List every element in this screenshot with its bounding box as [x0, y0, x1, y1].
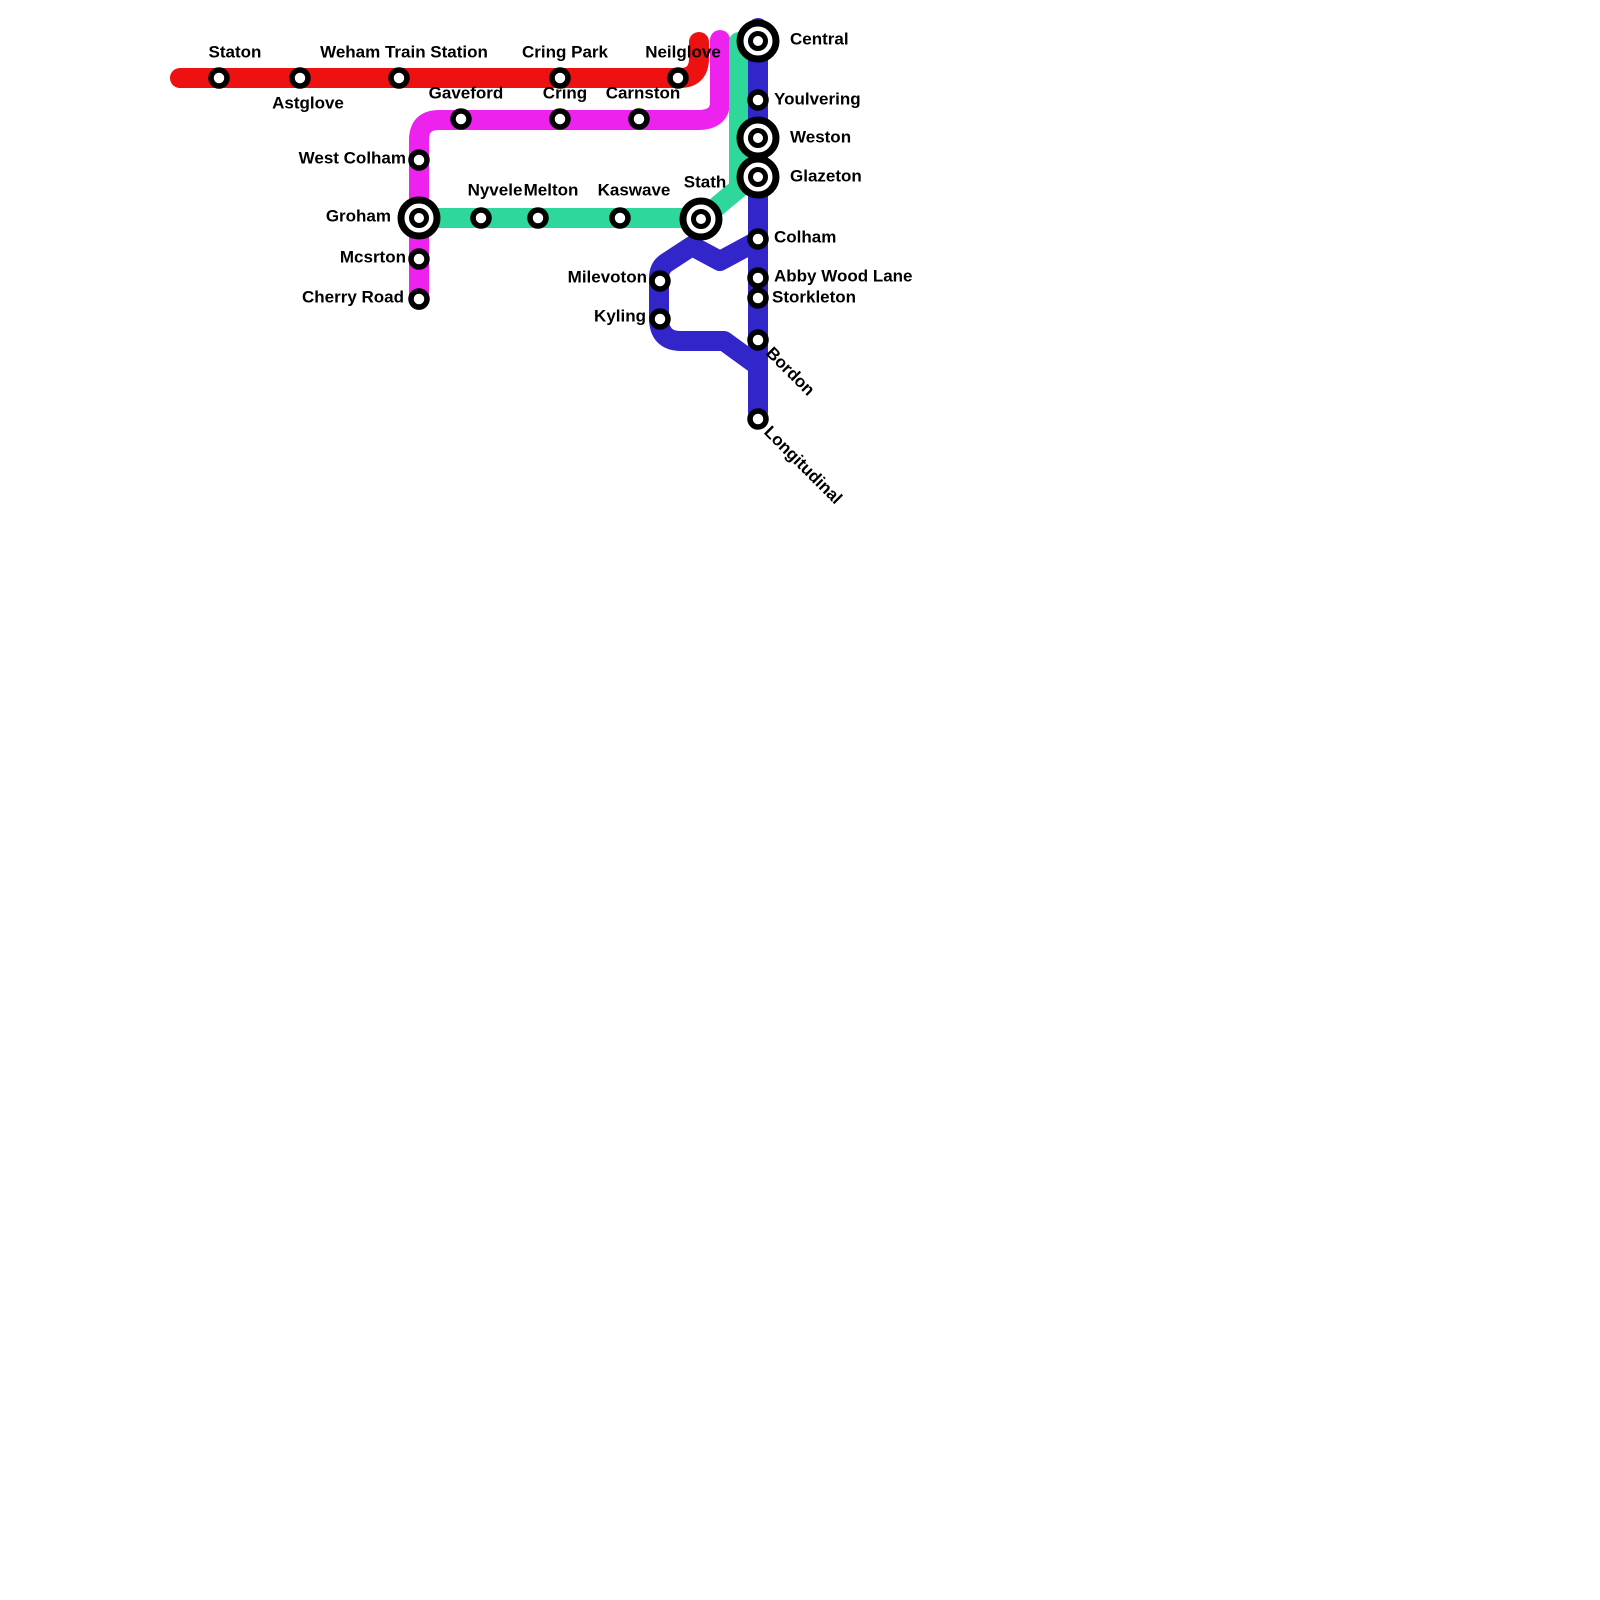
station-stath-interchange	[679, 197, 723, 241]
station-label-astglove: Astglove	[272, 94, 344, 113]
station-carnston	[628, 108, 650, 130]
station-label-cherry-road: Cherry Road	[302, 288, 404, 307]
interchange-inner-ring	[691, 209, 711, 229]
station-label-gaveford: Gaveford	[429, 84, 504, 103]
station-label-milevoton: Milevoton	[568, 268, 647, 287]
station-kyling	[649, 308, 671, 330]
station-nyvele	[470, 207, 492, 229]
station-label-bordon: Bordon	[762, 343, 818, 399]
blue-loop-path	[649, 231, 767, 375]
station-gaveford	[450, 108, 472, 130]
station-neilglove	[667, 67, 689, 89]
station-marker	[549, 67, 571, 89]
station-marker	[747, 287, 769, 309]
station-central-interchange	[736, 19, 780, 63]
station-layer	[208, 19, 780, 430]
station-marker	[408, 149, 430, 171]
station-label-kyling: Kyling	[594, 307, 646, 326]
station-marker	[747, 228, 769, 250]
station-label-weham-train-station: Weham Train Station	[320, 43, 488, 62]
station-colham	[747, 228, 769, 250]
station-glazeton-interchange	[736, 155, 780, 199]
station-label-carnston: Carnston	[606, 84, 681, 103]
station-label-glazeton: Glazeton	[790, 167, 862, 186]
green-line-path	[409, 32, 749, 228]
station-astglove	[289, 67, 311, 89]
station-marker	[450, 108, 472, 130]
station-marker	[609, 207, 631, 229]
station-melton	[527, 207, 549, 229]
station-label-west-colham: West Colham	[299, 149, 406, 168]
station-marker	[667, 67, 689, 89]
station-marker	[549, 108, 571, 130]
station-kaswave	[609, 207, 631, 229]
station-bordon	[747, 329, 769, 351]
station-marker	[527, 207, 549, 229]
station-label-storkleton: Storkleton	[772, 288, 856, 307]
interchange-inner-ring	[748, 31, 768, 51]
station-label-neilglove: Neilglove	[645, 43, 721, 62]
station-marker	[628, 108, 650, 130]
station-marker	[747, 89, 769, 111]
station-west-colham	[408, 149, 430, 171]
station-marker	[408, 248, 430, 270]
station-label-mcsrton: Mcsrton	[340, 248, 406, 267]
station-label-nyvele: Nyvele	[468, 181, 523, 200]
station-cring	[549, 108, 571, 130]
station-cherry-road	[408, 288, 430, 310]
interchange-inner-ring	[748, 167, 768, 187]
station-weston-interchange	[736, 116, 780, 160]
station-label-staton: Staton	[209, 43, 262, 62]
station-marker	[470, 207, 492, 229]
label-layer: Staton Astglove Weham Train Station Cring P…	[209, 30, 913, 508]
station-label-weston: Weston	[790, 128, 851, 147]
station-groham-interchange	[397, 196, 441, 240]
station-youlvering	[747, 89, 769, 111]
station-marker	[408, 288, 430, 310]
station-staton	[208, 67, 230, 89]
station-label-youlvering: Youlvering	[774, 90, 861, 109]
station-storkleton	[747, 287, 769, 309]
station-marker	[649, 270, 671, 292]
station-marker	[747, 267, 769, 289]
station-marker	[747, 408, 769, 430]
station-abby-wood-lane	[747, 267, 769, 289]
station-marker	[649, 308, 671, 330]
station-label-central: Central	[790, 30, 849, 49]
station-label-melton: Melton	[524, 181, 579, 200]
station-longitudinal	[747, 408, 769, 430]
station-cring-park	[549, 67, 571, 89]
station-label-longitudinal: Longitudinal	[760, 422, 846, 508]
station-marker	[289, 67, 311, 89]
station-mcsrton	[408, 248, 430, 270]
station-marker	[747, 329, 769, 351]
station-label-abby-wood-lane: Abby Wood Lane	[774, 267, 913, 286]
station-label-groham: Groham	[326, 207, 391, 226]
station-weham-train-station	[388, 67, 410, 89]
station-label-cring: Cring	[543, 84, 587, 103]
station-label-cring-park: Cring Park	[522, 43, 609, 62]
interchange-inner-ring	[409, 208, 429, 228]
station-label-stath: Stath	[684, 173, 727, 192]
station-label-kaswave: Kaswave	[598, 181, 671, 200]
station-label-colham: Colham	[774, 228, 836, 247]
station-marker	[388, 67, 410, 89]
interchange-inner-ring	[748, 128, 768, 148]
station-marker	[208, 67, 230, 89]
station-milevoton	[649, 270, 671, 292]
